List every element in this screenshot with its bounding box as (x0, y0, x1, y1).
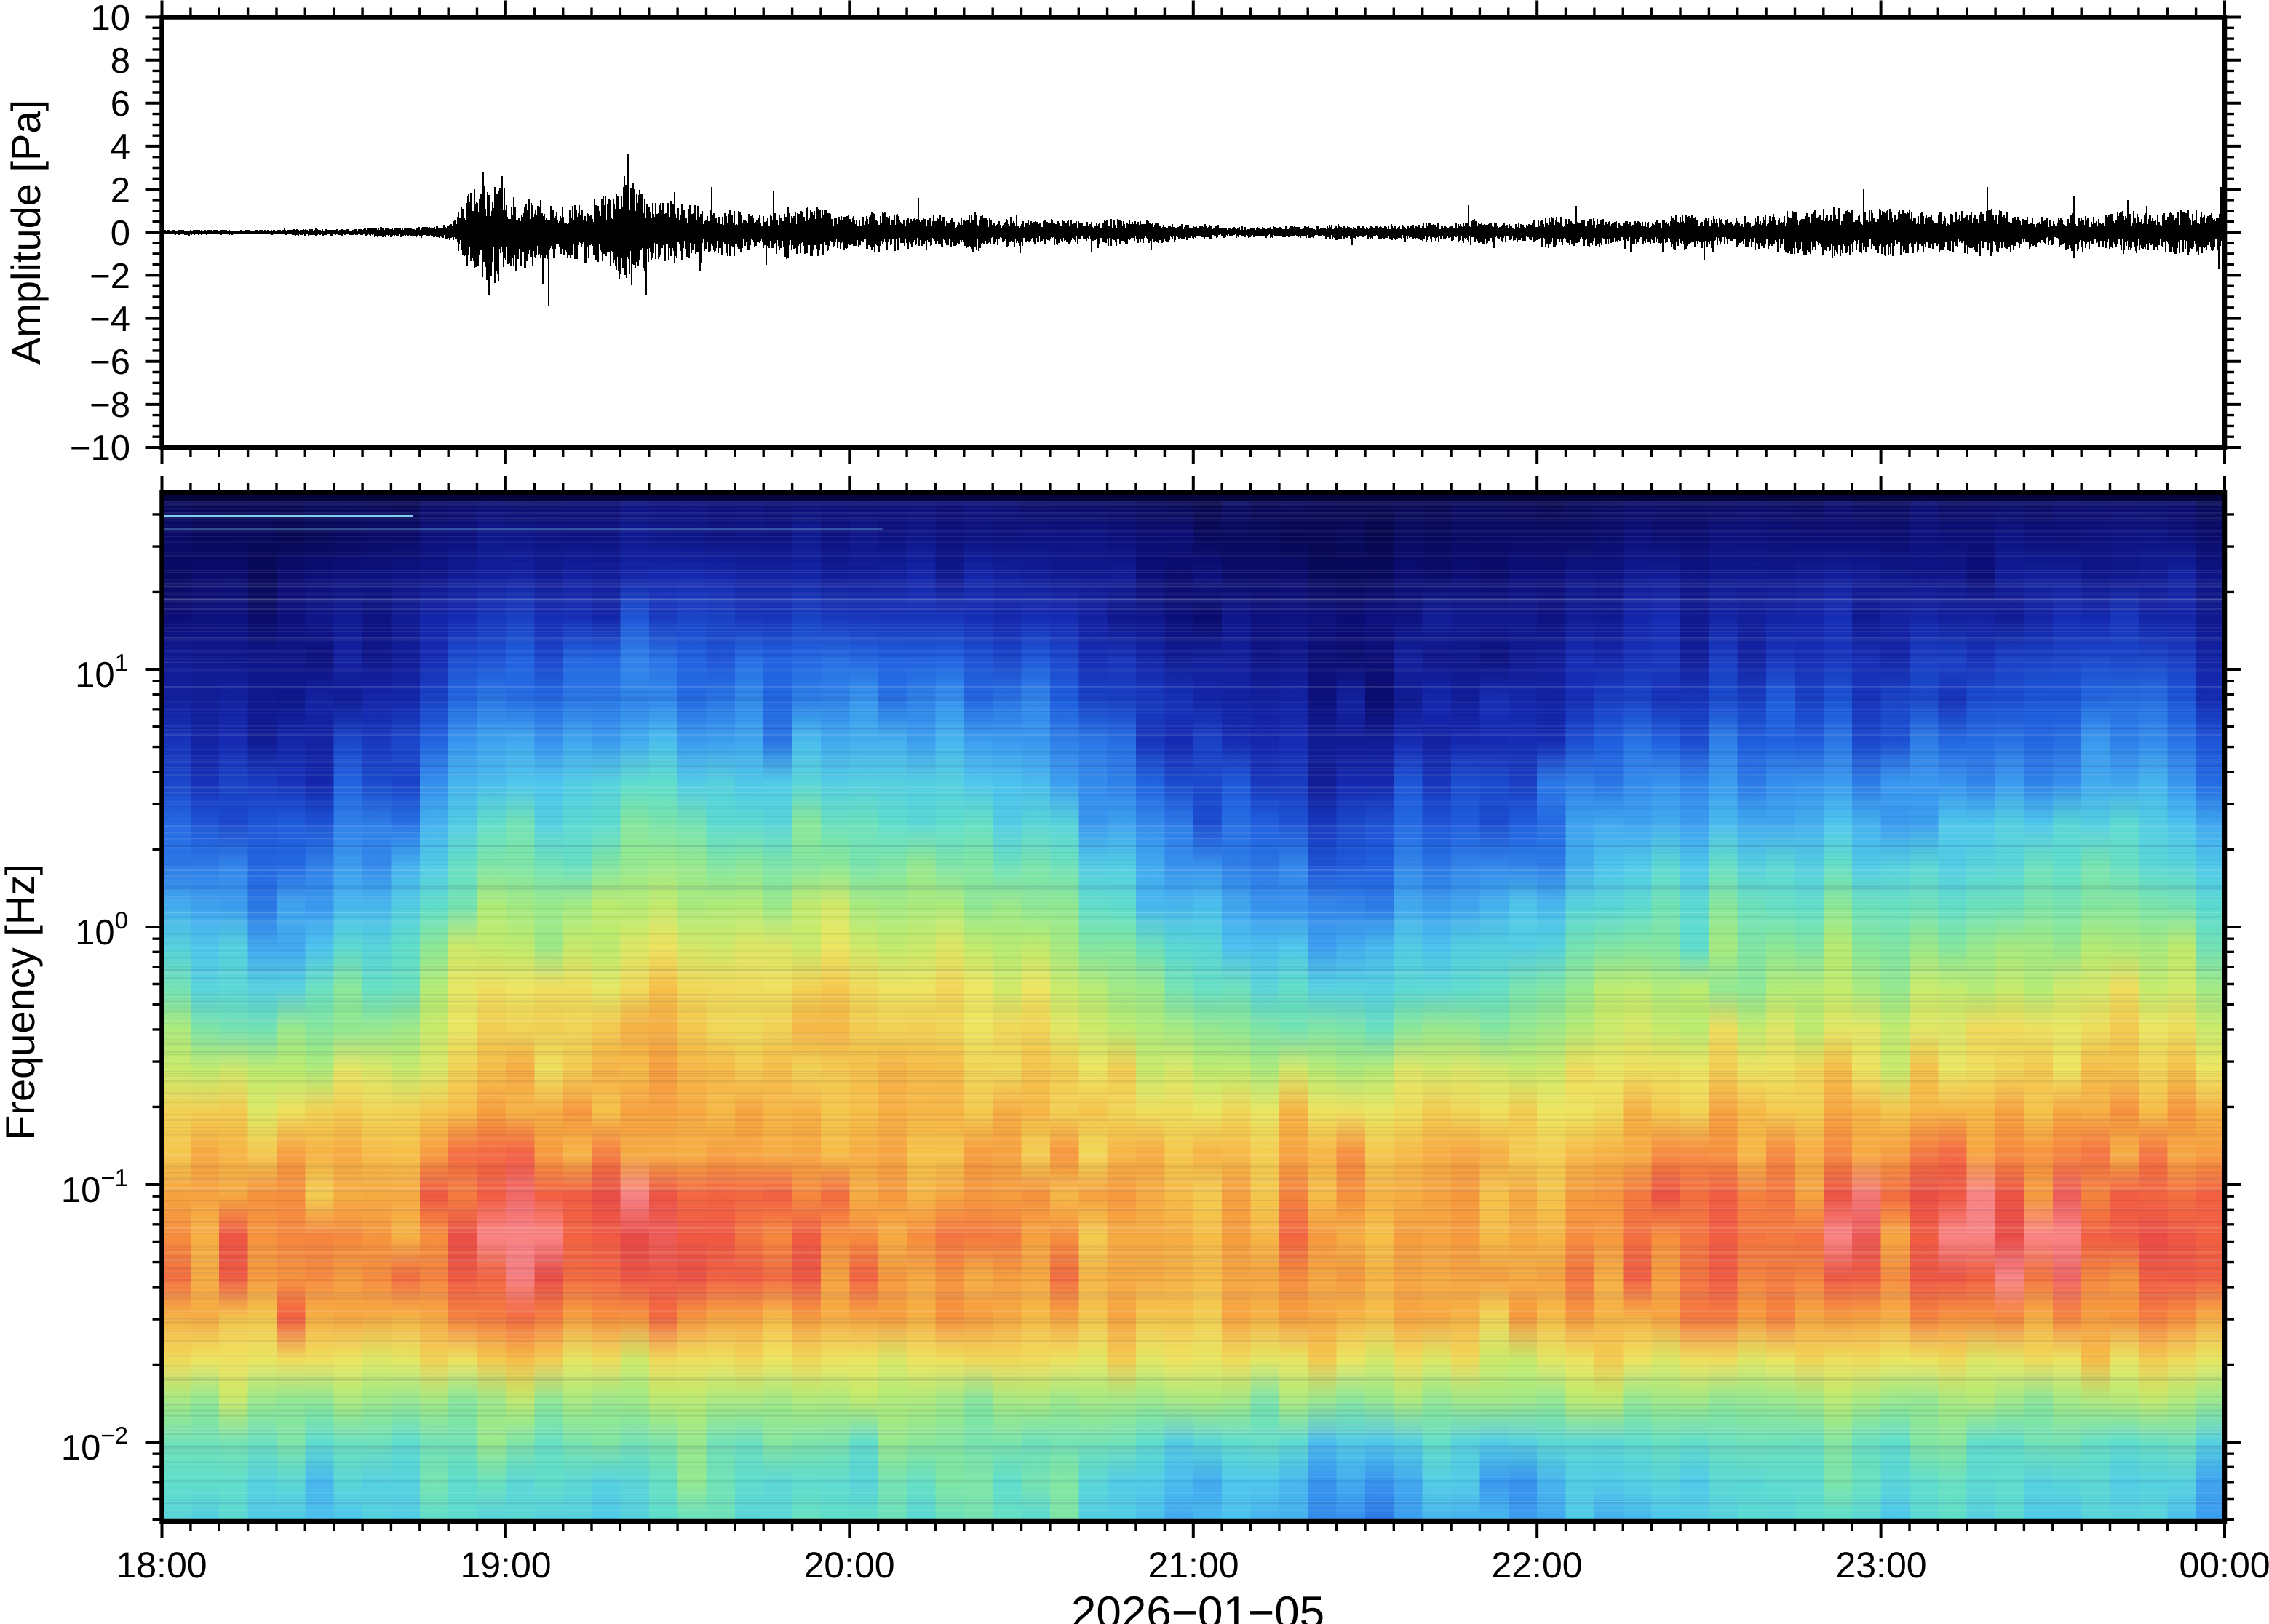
svg-text:23:00: 23:00 (1835, 1545, 1926, 1585)
svg-text:10−1: 10−1 (61, 1164, 128, 1210)
svg-text:2026−01−05: 2026−01−05 (1071, 1588, 1324, 1624)
svg-text:100: 100 (75, 907, 128, 952)
svg-text:−4: −4 (90, 300, 130, 339)
svg-text:8: 8 (111, 41, 130, 81)
svg-text:22:00: 22:00 (1491, 1545, 1582, 1585)
svg-text:Amplitude [Pa]: Amplitude [Pa] (3, 100, 49, 365)
svg-text:−8: −8 (90, 386, 130, 425)
svg-text:−2: −2 (90, 257, 130, 296)
svg-text:6: 6 (111, 84, 130, 124)
svg-text:18:00: 18:00 (116, 1545, 207, 1585)
svg-text:4: 4 (111, 127, 130, 167)
svg-text:21:00: 21:00 (1148, 1545, 1239, 1585)
svg-text:−10: −10 (70, 429, 130, 468)
svg-text:Frequency [Hz]: Frequency [Hz] (0, 864, 43, 1140)
svg-text:−6: −6 (90, 343, 130, 382)
svg-text:101: 101 (75, 649, 128, 695)
svg-text:0: 0 (111, 214, 130, 253)
svg-text:19:00: 19:00 (460, 1545, 551, 1585)
svg-text:00:00: 00:00 (2179, 1545, 2269, 1585)
svg-text:10−2: 10−2 (61, 1422, 128, 1468)
svg-text:10: 10 (90, 0, 130, 38)
svg-text:2: 2 (111, 171, 130, 210)
svg-text:20:00: 20:00 (803, 1545, 894, 1585)
